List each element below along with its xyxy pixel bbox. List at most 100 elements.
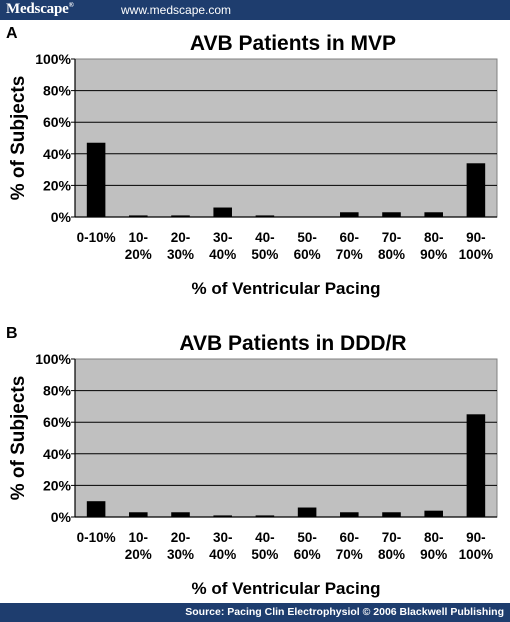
x-tick-label-line: 50- bbox=[297, 530, 317, 545]
y-tick-label: 80% bbox=[43, 83, 72, 99]
bar bbox=[340, 512, 359, 517]
site-url-link[interactable]: www.medscape.com bbox=[121, 3, 232, 17]
x-tick-label: 40-50% bbox=[251, 230, 278, 262]
bar bbox=[297, 507, 317, 517]
y-tick-label: 20% bbox=[43, 477, 72, 493]
x-tick-label: 20-30% bbox=[167, 230, 194, 262]
x-tick-label-line: 80- bbox=[424, 530, 444, 545]
bar bbox=[255, 515, 275, 517]
x-tick-label-line: 20- bbox=[171, 230, 191, 245]
bar bbox=[424, 510, 443, 517]
x-tick-label: 10-20% bbox=[125, 530, 152, 562]
x-tick-label-line: 80- bbox=[424, 230, 444, 245]
y-tick-label: 40% bbox=[43, 146, 72, 162]
bar bbox=[213, 515, 232, 517]
y-axis-label: % of Subjects bbox=[8, 376, 29, 501]
x-tick-label-line: 50% bbox=[251, 547, 278, 562]
bar bbox=[255, 215, 275, 217]
x-tick-label-line: 40- bbox=[255, 530, 275, 545]
x-tick-label: 30-40% bbox=[209, 230, 236, 262]
x-tick-label: 20-30% bbox=[167, 530, 194, 562]
header-bar: Medscape® www.medscape.com bbox=[0, 0, 510, 20]
x-tick-label-line: 70% bbox=[336, 547, 363, 562]
y-axis-label: % of Subjects bbox=[8, 76, 29, 201]
y-tick-label: 60% bbox=[43, 414, 72, 430]
bar bbox=[86, 501, 106, 517]
source-credit: Source: Pacing Clin Electrophysiol © 200… bbox=[185, 606, 504, 618]
bar bbox=[382, 212, 401, 217]
chart-panel-b: B AVB Patients in DDD/R 0% 20% 40% 60% 80% 100%… bbox=[6, 325, 498, 598]
x-tick-label-line: 90- bbox=[466, 530, 486, 545]
chart-title: AVB Patients in MVP bbox=[190, 32, 396, 55]
x-tick-label-line: 40% bbox=[209, 547, 236, 562]
x-axis-label: % of Ventricular Pacing bbox=[192, 279, 381, 298]
x-axis-label: % of Ventricular Pacing bbox=[192, 579, 381, 598]
x-tick-label-line: 20% bbox=[125, 547, 152, 562]
x-tick-label: 60-70% bbox=[336, 530, 363, 562]
x-tick-label-line: 0-10% bbox=[77, 230, 116, 245]
x-tick-label: 90- 100% bbox=[459, 230, 494, 262]
x-tick-label-line: 60% bbox=[294, 247, 321, 262]
panel-letter: B bbox=[6, 325, 18, 342]
bar bbox=[424, 212, 443, 217]
x-tick-label-line: 100% bbox=[459, 547, 494, 562]
x-tick-label-line: 90- bbox=[466, 230, 486, 245]
footer-bar: Source: Pacing Clin Electrophysiol © 200… bbox=[0, 603, 510, 622]
x-tick-label: 50-60% bbox=[294, 530, 321, 562]
y-tick-label: 80% bbox=[43, 383, 72, 399]
x-tick-label-line: 80% bbox=[378, 547, 405, 562]
y-tick-label: 60% bbox=[43, 114, 72, 130]
x-tick-label-line: 40% bbox=[209, 247, 236, 262]
x-tick-label-line: 30% bbox=[167, 247, 194, 262]
plot-area bbox=[74, 358, 498, 518]
y-tick-label: 40% bbox=[43, 446, 72, 462]
registered-mark: ® bbox=[68, 1, 74, 9]
x-tick-label: 0-10% bbox=[77, 530, 116, 545]
y-tick-label: 0% bbox=[51, 509, 72, 525]
brand-name: Medscape bbox=[6, 1, 69, 17]
x-tick-label: 80-90% bbox=[420, 230, 447, 262]
x-tick-label-line: 70% bbox=[336, 247, 363, 262]
x-tick-label: 80-90% bbox=[420, 530, 447, 562]
bar bbox=[340, 212, 359, 217]
medscape-logo[interactable]: Medscape® bbox=[6, 1, 74, 18]
y-tick-label: 100% bbox=[35, 351, 71, 367]
x-tick-label-line: 30% bbox=[167, 547, 194, 562]
plot-area bbox=[74, 58, 498, 218]
x-tick-label-line: 90% bbox=[420, 547, 447, 562]
bar bbox=[382, 512, 401, 517]
x-tick-label-line: 30- bbox=[213, 230, 233, 245]
chart-panel-a: A AVB Patients in MVP 0% 20% 40% 60% 80% 100% 0-… bbox=[6, 25, 498, 298]
x-tick-label-line: 10- bbox=[129, 230, 149, 245]
x-tick-label: 90- 100% bbox=[459, 530, 494, 562]
x-tick-label-line: 20% bbox=[125, 247, 152, 262]
x-tick-label: 50-60% bbox=[294, 230, 321, 262]
x-tick-label: 10-20% bbox=[125, 230, 152, 262]
x-tick-label-line: 60- bbox=[340, 230, 360, 245]
x-tick-label-line: 70- bbox=[382, 530, 402, 545]
bar bbox=[466, 414, 486, 517]
x-tick-label: 60-70% bbox=[336, 230, 363, 262]
x-tick-label: 40-50% bbox=[251, 530, 278, 562]
y-tick-label: 100% bbox=[35, 51, 71, 67]
x-tick-label-line: 0-10% bbox=[77, 530, 116, 545]
x-tick-label: 30-40% bbox=[209, 530, 236, 562]
y-tick-label: 20% bbox=[43, 177, 72, 193]
x-tick-label-line: 50- bbox=[297, 230, 317, 245]
bar bbox=[86, 142, 106, 217]
y-tick-label: 0% bbox=[51, 209, 72, 225]
x-tick-label-line: 60- bbox=[340, 530, 360, 545]
x-tick-label-line: 90% bbox=[420, 247, 447, 262]
x-tick-label-line: 80% bbox=[378, 247, 405, 262]
bar bbox=[129, 215, 148, 217]
x-tick-label-line: 20- bbox=[171, 530, 191, 545]
chart-title: AVB Patients in DDD/R bbox=[179, 332, 406, 355]
bar bbox=[466, 163, 486, 217]
x-tick-label-line: 30- bbox=[213, 530, 233, 545]
x-tick-label-line: 60% bbox=[294, 547, 321, 562]
x-tick-label: 70-80% bbox=[378, 530, 405, 562]
bar bbox=[213, 207, 232, 217]
bar bbox=[171, 512, 190, 517]
panel-letter: A bbox=[6, 25, 18, 42]
bar bbox=[129, 512, 148, 517]
